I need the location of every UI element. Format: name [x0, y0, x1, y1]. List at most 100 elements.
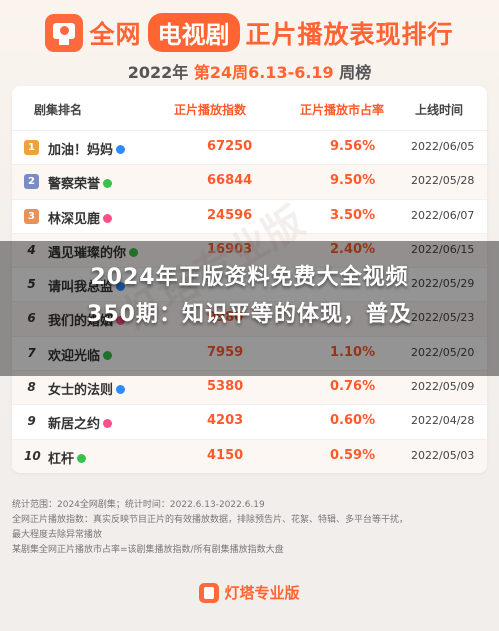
caption-text: 2024年正版资料免费大全视频 350期：知识平等的体现，普及: [0, 259, 499, 333]
release-date: 2022/05/20: [411, 345, 475, 359]
market-share: 9.56%: [330, 139, 376, 154]
table-row: 1 加油！妈妈 67250 9.56% 2022/06/05: [12, 130, 487, 164]
show-name-text: 欢迎光临: [48, 348, 101, 364]
play-index: 7959: [207, 344, 244, 360]
release-date: 2022/05/28: [411, 174, 475, 188]
play-index: 16903: [207, 241, 253, 257]
platform-icon: [103, 350, 113, 360]
rank-number: 1: [24, 140, 39, 155]
market-share: 0.59%: [330, 447, 376, 463]
note-line-4: 某剧集全网正片播放市占率=该剧集播放指数/所有剧集播放指数大盘: [12, 545, 284, 555]
table-row: 4 遇见璀璨的你 16903 2.40% 2022/06/15: [12, 232, 487, 268]
table-header: 剧集排名 正片播放指数 正片播放市占率 上线时间: [12, 86, 487, 130]
show-name-text: 杠杆: [48, 451, 75, 467]
release-date: 2022/06/15: [411, 242, 475, 256]
show-name-text: 新居之约: [48, 417, 101, 433]
play-index: 24596: [207, 207, 253, 223]
show-name-text: 我们的婚姻: [48, 314, 114, 330]
platform-icon: [116, 385, 126, 395]
rank-number: 3: [24, 208, 39, 224]
ranking-table: 剧集排名 正片播放指数 正片播放市占率 上线时间 1 加油！妈妈 67250 9.56…: [12, 86, 487, 473]
rank-number: 4: [27, 242, 36, 257]
rank-number: 2: [24, 174, 39, 190]
release-date: 2022/04/28: [411, 414, 475, 428]
market-share: 2.40%: [330, 241, 376, 257]
subtitle-suffix: 周榜: [339, 63, 372, 82]
show-name: 新居之约: [48, 413, 113, 433]
title-suffix: 正片播放表现排行: [245, 19, 454, 49]
market-share: 9.50%: [330, 173, 376, 189]
release-date: 2022/06/05: [411, 140, 475, 153]
header: 全网 电视剧 正片播放表现排行: [0, 10, 499, 55]
release-date: 2022/05/29: [411, 277, 475, 291]
play-index: 4203: [207, 413, 244, 429]
show-name: 女士的法则: [48, 379, 126, 399]
table-row: 6 我们的婚姻 9980 2022/05/23: [12, 301, 487, 336]
caption-overlay: [0, 241, 499, 376]
caption-line-2: 350期：知识平等的体现，普及: [87, 302, 412, 327]
rank-number: 9: [27, 414, 36, 429]
table-row: 3 林深见鹿 24596 3.50% 2022/06/07: [12, 198, 487, 233]
play-index: 9980: [207, 310, 244, 326]
note-line-1: 统计范围：2024全网剧集；统计时间：2022.6.13-2022.6.19: [12, 500, 265, 510]
platform-icon: [129, 247, 139, 257]
release-date: 2022/05/03: [411, 448, 475, 462]
footnotes: 统计范围：2024全网剧集；统计时间：2022.6.13-2022.6.19 全…: [12, 498, 487, 558]
market-share: 0.76%: [330, 379, 376, 395]
note-line-3: 最大程度去除异常播放: [12, 530, 103, 540]
play-index: 67250: [207, 139, 253, 154]
market-share: 0.60%: [330, 413, 376, 429]
brand-label: 灯塔专业版: [224, 584, 300, 602]
title-highlight: 电视剧: [147, 13, 240, 52]
show-name: 杠杆: [48, 448, 87, 467]
show-name-text: 警察荣誉: [48, 177, 101, 193]
show-name: 加油！妈妈: [48, 139, 126, 158]
tv-logo-icon: [45, 13, 84, 52]
platform-icon: [103, 213, 113, 223]
rank-number: 6: [27, 311, 36, 326]
subtitle-week: 第24周6.13-6.19: [193, 63, 334, 82]
release-date: 2022/06/07: [411, 208, 475, 222]
col-rank-header: 剧集排名: [34, 103, 83, 117]
show-name-text: 女士的法则: [48, 383, 114, 399]
caption-line-1: 2024年正版资料免费大全视频: [90, 265, 409, 290]
table-row: 2 警察荣誉 66844 9.50% 2022/05/28: [12, 164, 487, 199]
platform-icon: [77, 453, 87, 463]
rank-number: 5: [27, 277, 36, 292]
brand-logo-icon: [199, 582, 220, 603]
col-index-header: 正片播放指数: [174, 103, 247, 117]
table-body: 1 加油！妈妈 67250 9.56% 2022/06/05 2 警察荣誉 66844 9.50…: [12, 130, 487, 473]
rank-number: 7: [27, 345, 36, 360]
show-name: 我们的婚姻: [48, 310, 126, 330]
table-row: 5 请叫我总监 2022/05/29: [12, 267, 487, 301]
footer-brand: 灯塔专业版: [0, 582, 499, 603]
show-name: 欢迎光临: [48, 345, 113, 364]
market-share: 3.50%: [330, 207, 376, 223]
market-share: 1.10%: [330, 344, 376, 360]
play-index: 5380: [207, 379, 244, 395]
rank-number: 8: [27, 380, 36, 395]
release-date: 2022/05/09: [411, 380, 475, 394]
show-name: 请叫我总监: [48, 276, 126, 296]
play-index: 4150: [207, 447, 244, 463]
show-name-text: 加油！妈妈: [48, 143, 114, 158]
col-share-header: 正片播放市占率: [300, 103, 385, 117]
col-date-header: 上线时间: [415, 103, 464, 117]
subtitle: 2022年 第24周6.13-6.19 周榜: [0, 59, 499, 83]
play-index: 66844: [207, 173, 253, 189]
show-name: 遇见璀璨的你: [48, 242, 139, 261]
show-name-text: 请叫我总监: [48, 280, 114, 296]
title-prefix: 全网: [89, 19, 142, 49]
release-date: 2022/05/23: [411, 311, 475, 325]
platform-icon: [103, 419, 113, 429]
platform-icon: [103, 179, 113, 189]
show-name: 林深见鹿: [48, 208, 113, 227]
platform-icon: [116, 145, 126, 154]
table-row: 9 新居之约 4203 0.60% 2022/04/28: [12, 404, 487, 438]
subtitle-year: 2022年: [127, 63, 189, 82]
table-row: 8 女士的法则 5380 0.76% 2022/05/09: [12, 370, 487, 405]
platform-icon: [116, 282, 126, 292]
rank-number: 10: [24, 448, 41, 463]
table-row: 7 欢迎光临 7959 1.10% 2022/05/20: [12, 335, 487, 370]
note-line-2: 全网正片播放指数：真实反映节目正片的有效播放数据，排除预告片、花絮、特辑、多平台…: [12, 515, 409, 525]
